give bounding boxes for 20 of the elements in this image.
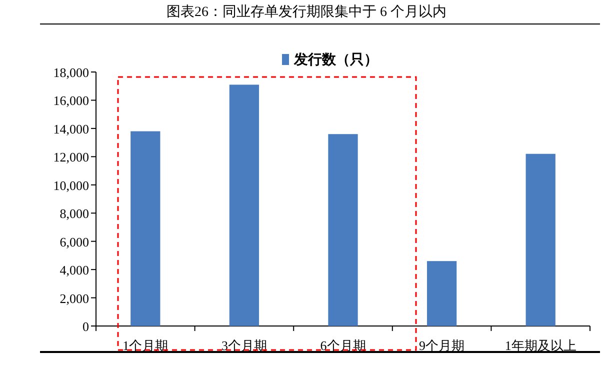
bar	[229, 84, 260, 326]
y-tick-label: 18,000	[53, 65, 89, 80]
y-tick-label: 6,000	[60, 234, 89, 250]
y-tick-label: 12,000	[53, 150, 89, 165]
bar	[130, 131, 160, 326]
bar	[526, 154, 556, 326]
bar	[426, 261, 457, 326]
y-tick-label: 16,000	[53, 93, 89, 108]
y-tick-label: 4,000	[60, 262, 89, 278]
y-tick-label: 2,000	[60, 290, 89, 306]
x-tick-label: 1年期及以上	[504, 338, 576, 353]
y-tick-label: 14,000	[53, 121, 89, 136]
legend-label: 发行数（只）	[293, 52, 378, 68]
x-tick-label: 9个月期	[419, 338, 465, 353]
legend: 发行数（只）	[282, 53, 378, 68]
chart-title: 图表26：同业存单发行期限集中于 6 个月以内	[166, 4, 446, 20]
y-tick-label: 10,000	[53, 178, 89, 193]
y-tick-label: 0	[82, 319, 89, 334]
y-tick-label: 8,000	[60, 206, 89, 222]
bar	[328, 134, 358, 326]
